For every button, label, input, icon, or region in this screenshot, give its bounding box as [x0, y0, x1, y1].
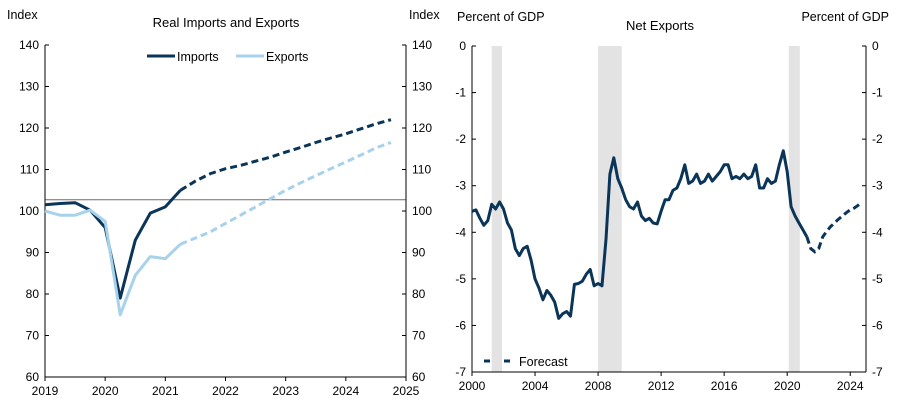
- left-plot-area: 60 60 70 70 80 80 90 90 100 100 110 110 120 120 130 130…: [19, 38, 432, 398]
- y-tick-label-left: -3: [455, 179, 466, 193]
- y-tick-label-left: 90: [26, 246, 40, 260]
- left-chart-title: Real Imports and Exports: [153, 15, 300, 30]
- right-ylabel-right: Percent of GDP: [801, 10, 889, 24]
- x-tick-label: 2000: [459, 379, 486, 393]
- y-tick-label-left: 130: [19, 80, 39, 94]
- series-imports-actual-line: [44, 189, 182, 300]
- y-tick-label-right: 100: [412, 204, 432, 218]
- y-tick-label-right: -6: [872, 318, 883, 332]
- x-tick-label: 2019: [32, 384, 59, 398]
- y-tick-label-left: 80: [26, 287, 40, 301]
- right-chart-title: Net Exports: [626, 18, 694, 33]
- recession-band-1: [598, 46, 622, 372]
- series-imports-forecast-line: [179, 118, 392, 192]
- x-tick-label: 2020: [92, 384, 119, 398]
- left-ylabel-right: Index: [409, 8, 440, 22]
- y-tick-label-left: -4: [455, 225, 466, 239]
- y-tick-label-left: -7: [455, 365, 466, 379]
- y-tick-label-left: 70: [26, 329, 40, 343]
- y-tick-label-right: 90: [412, 246, 426, 260]
- y-tick-label-left: -2: [455, 132, 466, 146]
- legend-label-imports: Imports: [177, 50, 219, 64]
- y-tick-label-left: 120: [19, 121, 39, 135]
- x-tick-label: 2024: [837, 379, 864, 393]
- y-tick-label-left: 0: [459, 39, 466, 53]
- x-tick-label: 2016: [711, 379, 738, 393]
- y-tick-label-right: 70: [412, 329, 426, 343]
- y-tick-label-right: 60: [412, 370, 426, 384]
- y-tick-label-right: 80: [412, 287, 426, 301]
- y-tick-label-left: 60: [26, 370, 40, 384]
- y-tick-label-left: 110: [20, 163, 39, 177]
- y-tick-label-left: -1: [455, 86, 466, 100]
- legend-label-forecast: Forecast: [519, 355, 568, 369]
- y-tick-label-right: 110: [412, 163, 431, 177]
- y-tick-label-left: -6: [455, 318, 466, 332]
- y-tick-label-left: 140: [19, 38, 39, 52]
- y-tick-label-right: -3: [872, 179, 883, 193]
- x-tick-label: 2008: [585, 379, 612, 393]
- y-tick-label-right: 0: [872, 39, 879, 53]
- y-tick-label-right: -1: [872, 86, 883, 100]
- y-tick-label-right: 130: [412, 80, 432, 94]
- x-tick-label: 2024: [332, 384, 359, 398]
- series-exports-forecast-line: [179, 141, 392, 246]
- x-tick-label: 2023: [272, 384, 299, 398]
- y-tick-label-right: -4: [872, 225, 883, 239]
- y-tick-label-right: -2: [872, 132, 883, 146]
- series-exports-actual-line: [44, 208, 182, 317]
- y-tick-label-right: 140: [412, 38, 432, 52]
- y-tick-label-left: 100: [19, 204, 39, 218]
- y-tick-label-right: -5: [872, 272, 883, 286]
- x-tick-label: 2020: [774, 379, 801, 393]
- y-tick-label-right: -7: [872, 365, 883, 379]
- x-tick-label: 2012: [648, 379, 675, 393]
- x-tick-label: 2004: [522, 379, 549, 393]
- left-ylabel-left: Index: [7, 8, 38, 22]
- series-net-exports-actual-line: [471, 149, 809, 320]
- series-net-exports-forecast-line: [805, 200, 864, 254]
- x-tick-label: 2022: [212, 384, 239, 398]
- y-tick-label-left: -5: [455, 272, 466, 286]
- right-ylabel-left: Percent of GDP: [457, 10, 545, 24]
- recession-band-2: [788, 46, 800, 372]
- left-legend: Imports Exports: [147, 50, 308, 64]
- x-tick-label: 2025: [393, 384, 420, 398]
- x-tick-label: 2021: [152, 384, 179, 398]
- legend-label-exports: Exports: [266, 50, 308, 64]
- y-tick-label-right: 120: [412, 121, 432, 135]
